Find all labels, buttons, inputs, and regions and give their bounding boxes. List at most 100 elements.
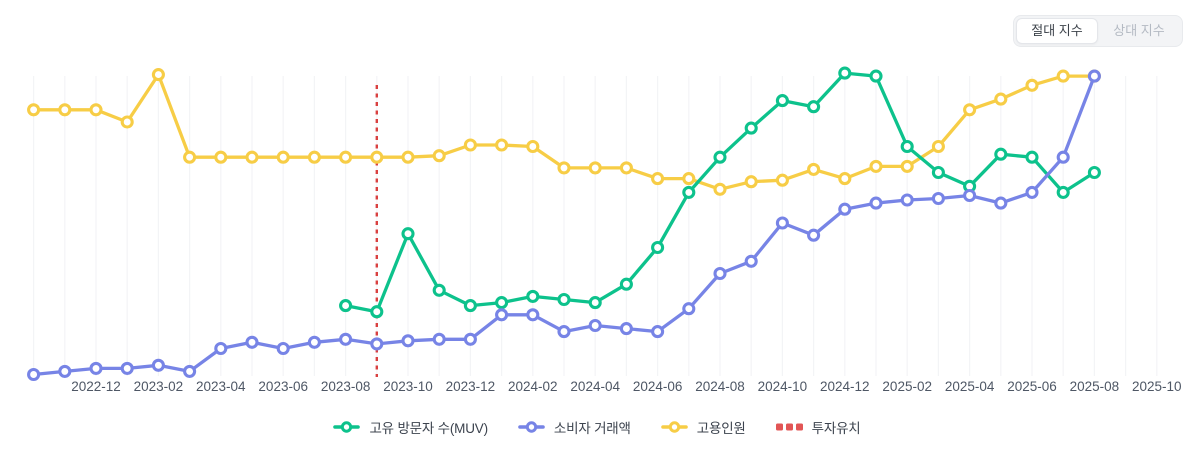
data-point-transactions[interactable] (994, 196, 1008, 210)
data-point-transactions[interactable] (307, 335, 321, 349)
data-point-transactions[interactable] (463, 332, 477, 346)
data-point-muv[interactable] (588, 296, 602, 310)
data-point-employment[interactable] (183, 150, 197, 164)
data-point-transactions[interactable] (58, 364, 72, 378)
data-point-employment[interactable] (713, 182, 727, 196)
data-point-employment[interactable] (307, 150, 321, 164)
data-point-muv[interactable] (775, 94, 789, 108)
legend-item-3[interactable]: 투자유치 (775, 417, 861, 437)
data-point-transactions[interactable] (1087, 69, 1101, 83)
data-point-muv[interactable] (744, 121, 758, 135)
data-point-employment[interactable] (807, 162, 821, 176)
legend-item-2[interactable]: 고용인원 (660, 417, 746, 437)
data-point-transactions[interactable] (557, 325, 571, 339)
data-point-employment[interactable] (401, 150, 415, 164)
data-point-muv[interactable] (713, 150, 727, 164)
toggle-absolute-index[interactable]: 절대 지수 (1016, 18, 1098, 44)
data-point-muv[interactable] (869, 69, 883, 83)
data-point-transactions[interactable] (619, 322, 633, 336)
data-point-muv[interactable] (682, 185, 696, 199)
data-point-muv[interactable] (339, 299, 353, 313)
data-point-transactions[interactable] (588, 318, 602, 333)
data-point-transactions[interactable] (1056, 150, 1070, 164)
data-point-muv[interactable] (931, 165, 945, 180)
data-point-muv[interactable] (1087, 165, 1101, 180)
data-point-transactions[interactable] (401, 334, 415, 348)
data-point-muv[interactable] (432, 283, 446, 297)
data-point-transactions[interactable] (963, 188, 977, 203)
data-point-muv[interactable] (1025, 150, 1039, 164)
data-point-transactions[interactable] (682, 302, 696, 316)
data-point-muv[interactable] (651, 240, 665, 255)
data-point-transactions[interactable] (27, 367, 41, 382)
data-point-employment[interactable] (1056, 69, 1070, 83)
data-point-muv[interactable] (401, 227, 415, 241)
data-point-employment[interactable] (619, 161, 633, 175)
data-point-muv[interactable] (557, 292, 571, 307)
data-point-employment[interactable] (27, 103, 41, 117)
legend-item-0[interactable]: 고유 방문자 수(MUV) (333, 417, 488, 437)
data-point-muv[interactable] (1056, 185, 1070, 199)
data-point-employment[interactable] (682, 172, 696, 186)
data-point-transactions[interactable] (245, 335, 259, 349)
data-point-muv[interactable] (495, 296, 509, 310)
data-point-transactions[interactable] (432, 332, 446, 346)
data-point-employment[interactable] (245, 150, 259, 164)
data-point-muv[interactable] (463, 299, 477, 313)
data-point-transactions[interactable] (370, 337, 384, 351)
data-point-employment[interactable] (869, 159, 883, 173)
data-point-transactions[interactable] (838, 202, 852, 216)
data-point-employment[interactable] (775, 173, 789, 187)
data-point-employment[interactable] (495, 138, 509, 152)
data-point-employment[interactable] (432, 149, 446, 163)
data-point-transactions[interactable] (931, 191, 945, 206)
data-point-employment[interactable] (339, 150, 353, 164)
data-point-muv[interactable] (370, 305, 384, 319)
data-point-employment[interactable] (214, 150, 228, 164)
data-point-transactions[interactable] (807, 228, 821, 242)
data-point-employment[interactable] (963, 103, 977, 117)
data-point-employment[interactable] (900, 159, 914, 173)
data-point-employment[interactable] (58, 103, 72, 117)
data-point-transactions[interactable] (869, 196, 883, 210)
data-point-transactions[interactable] (339, 332, 353, 346)
data-point-transactions[interactable] (214, 341, 228, 356)
data-point-transactions[interactable] (713, 266, 727, 281)
data-point-employment[interactable] (744, 175, 758, 189)
data-point-muv[interactable] (526, 289, 540, 303)
data-point-muv[interactable] (994, 147, 1008, 161)
data-point-employment[interactable] (463, 138, 477, 152)
data-point-employment[interactable] (838, 172, 852, 186)
data-point-employment[interactable] (276, 150, 290, 164)
data-point-muv[interactable] (619, 277, 633, 291)
data-point-transactions[interactable] (89, 361, 103, 375)
data-point-transactions[interactable] (900, 193, 914, 207)
data-point-transactions[interactable] (120, 361, 134, 375)
data-point-employment[interactable] (1025, 78, 1039, 92)
data-point-employment[interactable] (151, 68, 165, 82)
data-point-employment[interactable] (931, 139, 945, 154)
data-point-employment[interactable] (120, 115, 134, 129)
toggle-relative-index[interactable]: 상대 지수 (1098, 18, 1180, 44)
data-point-transactions[interactable] (151, 358, 165, 372)
data-point-employment[interactable] (370, 150, 384, 164)
data-point-employment[interactable] (588, 161, 602, 175)
data-point-transactions[interactable] (276, 341, 290, 356)
data-point-employment[interactable] (651, 172, 665, 186)
data-point-employment[interactable] (526, 139, 540, 154)
data-point-muv[interactable] (807, 100, 821, 114)
data-point-muv[interactable] (900, 139, 914, 154)
data-point-muv[interactable] (838, 66, 852, 80)
data-point-transactions[interactable] (495, 308, 509, 322)
data-point-employment[interactable] (994, 92, 1008, 106)
data-point-transactions[interactable] (526, 308, 540, 322)
data-point-transactions[interactable] (775, 216, 789, 230)
data-point-employment[interactable] (89, 103, 103, 117)
data-point-employment[interactable] (557, 161, 571, 175)
data-point-transactions[interactable] (1025, 185, 1039, 199)
data-point-transactions[interactable] (183, 364, 197, 378)
data-point-transactions[interactable] (651, 325, 665, 339)
legend-item-1[interactable]: 소비자 거래액 (518, 417, 631, 437)
data-point-transactions[interactable] (744, 254, 758, 268)
